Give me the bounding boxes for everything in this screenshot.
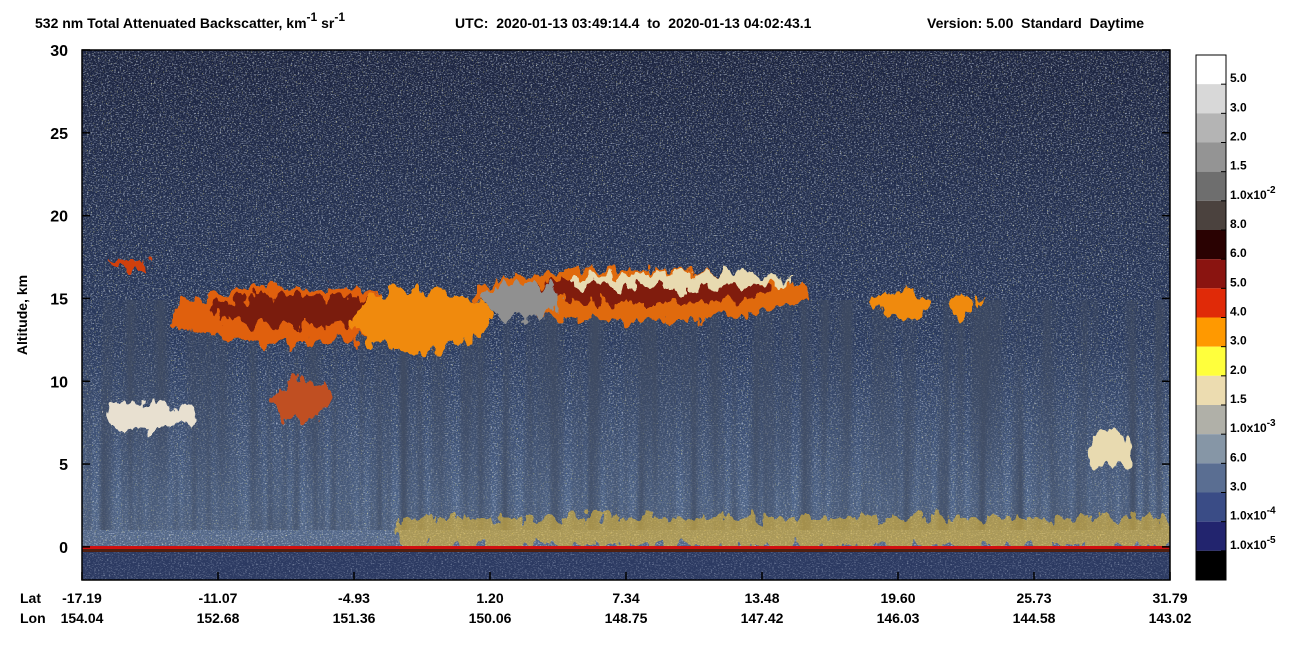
colorbar-label-text: 4.0 bbox=[1230, 305, 1247, 319]
colorbar-label-text: 3.0 bbox=[1230, 100, 1247, 114]
x-tick-label: -11.07 bbox=[199, 590, 238, 606]
x-tick-label: -17.19 bbox=[62, 590, 102, 606]
colorbar-swatch bbox=[1196, 492, 1226, 522]
x-tick-label: 151.36 bbox=[333, 610, 376, 626]
colorbar-label: 1.5 bbox=[1230, 159, 1247, 173]
colorbar-swatch bbox=[1196, 521, 1226, 551]
x-tick-label: 147.42 bbox=[741, 610, 784, 626]
y-tick-label: 25 bbox=[50, 126, 68, 143]
x-tick-label: 154.04 bbox=[61, 610, 104, 626]
chart-title: 532 nm Total Attenuated Backscatter, km-… bbox=[35, 10, 345, 31]
colorbar-label: 3.0 bbox=[1230, 480, 1247, 494]
y-tick-label: 5 bbox=[59, 457, 68, 474]
title-time: UTC: 2020-01-13 03:49:14.4 to 2020-01-13… bbox=[455, 15, 812, 31]
title-unit: sr bbox=[317, 15, 335, 31]
colorbar-swatch bbox=[1196, 259, 1226, 289]
colorbar-label-text: 1.5 bbox=[1230, 392, 1247, 406]
colorbar-swatch bbox=[1196, 200, 1226, 230]
colorbar-label-text: 3.0 bbox=[1230, 480, 1247, 494]
x-tick-label: 146.03 bbox=[877, 610, 920, 626]
colorbar-swatch bbox=[1196, 171, 1226, 201]
colorbar-label: 2.0 bbox=[1230, 363, 1247, 377]
colorbar-label-text: 5.0 bbox=[1230, 275, 1247, 289]
x-row-name: Lat bbox=[20, 590, 41, 606]
colorbar-label: 2.0 bbox=[1230, 130, 1247, 144]
y-axis-label: Altitude, km bbox=[14, 275, 30, 355]
y-tick-label: 15 bbox=[50, 291, 68, 308]
y-tick-label: 10 bbox=[50, 374, 68, 391]
x-tick-label: 143.02 bbox=[1149, 610, 1192, 626]
colorbar-label: 1.0x10-3 bbox=[1230, 418, 1276, 435]
x-tick-label: 31.79 bbox=[1152, 590, 1187, 606]
colorbar-label: 1.5 bbox=[1230, 392, 1247, 406]
colorbar-swatch bbox=[1196, 317, 1226, 347]
title-exponent: -1 bbox=[334, 10, 345, 24]
colorbar-swatch bbox=[1196, 405, 1226, 435]
x-tick-label: 13.48 bbox=[744, 590, 779, 606]
x-tick-label: 152.68 bbox=[197, 610, 240, 626]
colorbar-label: 3.0 bbox=[1230, 334, 1247, 348]
colorbar-label-exponent: -5 bbox=[1267, 535, 1276, 546]
colorbar-swatch bbox=[1196, 346, 1226, 376]
y-tick-label: 30 bbox=[50, 43, 68, 60]
colorbar-swatch bbox=[1196, 55, 1226, 85]
colorbar-label-text: 1.0x10 bbox=[1230, 538, 1267, 552]
y-tick-label: 0 bbox=[59, 540, 68, 557]
colorbar-label-text: 3.0 bbox=[1230, 334, 1247, 348]
colorbar-label-text: 6.0 bbox=[1230, 246, 1247, 260]
backscatter-image bbox=[82, 50, 1170, 580]
colorbar-swatch bbox=[1196, 288, 1226, 318]
x-tick-label: 144.58 bbox=[1013, 610, 1056, 626]
colorbar-label: 1.0x10-5 bbox=[1230, 535, 1276, 552]
colorbar-label-text: 6.0 bbox=[1230, 450, 1247, 464]
colorbar-label-text: 1.5 bbox=[1230, 159, 1247, 173]
colorbar-swatch bbox=[1196, 463, 1226, 493]
colorbar-label: 4.0 bbox=[1230, 305, 1247, 319]
colorbar-label-text: 2.0 bbox=[1230, 363, 1247, 377]
colorbar-label-text: 5.0 bbox=[1230, 71, 1247, 85]
colorbar-label-exponent: -3 bbox=[1267, 418, 1276, 429]
colorbar-label-text: 1.0x10 bbox=[1230, 509, 1267, 523]
x-tick-label: -4.93 bbox=[338, 590, 370, 606]
title-exponent: -1 bbox=[307, 10, 318, 24]
colorbar-label-exponent: -2 bbox=[1267, 185, 1276, 196]
colorbar-swatch bbox=[1196, 142, 1226, 172]
colorbar-label: 5.0 bbox=[1230, 275, 1247, 289]
y-tick-label: 20 bbox=[50, 209, 68, 226]
x-tick-label: 148.75 bbox=[605, 610, 648, 626]
x-tick-label: 1.20 bbox=[476, 590, 503, 606]
x-tick-label: 7.34 bbox=[612, 590, 639, 606]
x-tick-label: 150.06 bbox=[469, 610, 512, 626]
colorbar-swatch bbox=[1196, 113, 1226, 143]
colorbar-label-text: 2.0 bbox=[1230, 130, 1247, 144]
colorbar-swatch bbox=[1196, 230, 1226, 260]
colorbar-label-exponent: -4 bbox=[1267, 506, 1276, 517]
x-tick-label: 25.73 bbox=[1016, 590, 1051, 606]
colorbar-swatch bbox=[1196, 550, 1226, 580]
colorbar-label: 6.0 bbox=[1230, 246, 1247, 260]
colorbar-label: 5.0 bbox=[1230, 71, 1247, 85]
x-tick-label: 19.60 bbox=[880, 590, 915, 606]
colorbar-label: 8.0 bbox=[1230, 217, 1247, 231]
colorbar-swatch bbox=[1196, 375, 1226, 405]
colorbar-label: 6.0 bbox=[1230, 450, 1247, 464]
title-text: 532 nm Total Attenuated Backscatter, km bbox=[35, 15, 307, 31]
colorbar-label: 3.0 bbox=[1230, 100, 1247, 114]
colorbar-label-text: 1.0x10 bbox=[1230, 421, 1267, 435]
x-row-name: Lon bbox=[20, 610, 46, 626]
title-version: Version: 5.00 Standard Daytime bbox=[927, 15, 1144, 31]
colorbar-label: 1.0x10-4 bbox=[1230, 506, 1276, 523]
colorbar-label-text: 8.0 bbox=[1230, 217, 1247, 231]
colorbar-label-text: 1.0x10 bbox=[1230, 188, 1267, 202]
colorbar-swatch bbox=[1196, 434, 1226, 464]
colorbar-label: 1.0x10-2 bbox=[1230, 185, 1276, 202]
colorbar-swatch bbox=[1196, 84, 1226, 114]
